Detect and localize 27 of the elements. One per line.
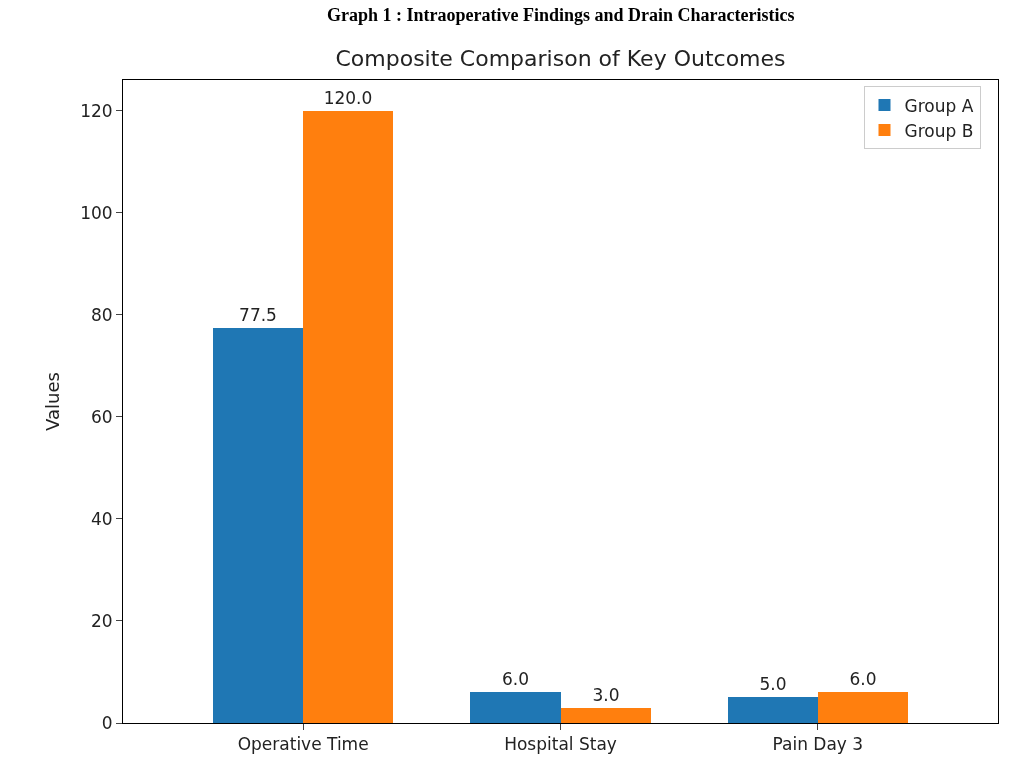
y-tick-label: 120 bbox=[80, 100, 113, 121]
text: 6.0 bbox=[849, 669, 877, 689]
y-axis-title: Values bbox=[42, 372, 64, 431]
bar bbox=[561, 708, 651, 723]
x-tick-label: Operative Time bbox=[237, 734, 369, 755]
x-tick-label: Hospital Stay bbox=[504, 734, 617, 755]
bar bbox=[213, 328, 303, 723]
text: 5.0 bbox=[759, 674, 787, 694]
x-tick-label: Pain Day 3 bbox=[772, 734, 864, 755]
text: 3.0 bbox=[592, 685, 620, 705]
bar bbox=[818, 692, 908, 723]
y-tick-label: 20 bbox=[90, 610, 113, 631]
y-tick-label: 100 bbox=[80, 202, 113, 223]
y-tick-label: 40 bbox=[90, 508, 113, 529]
chart-title: Composite Comparison of Key Outcomes bbox=[335, 45, 786, 71]
bar bbox=[303, 111, 393, 723]
caption: Graph 1 : Intraoperative Findings and Drain Characteristics bbox=[327, 5, 795, 25]
text: 120.0 bbox=[323, 88, 373, 108]
bar bbox=[470, 692, 561, 723]
legend-label: Group A bbox=[904, 95, 974, 116]
legend-label: Group B bbox=[904, 120, 974, 141]
text: 77.5 bbox=[239, 305, 277, 325]
y-tick-label: 80 bbox=[90, 304, 113, 325]
y-tick-label: 60 bbox=[90, 406, 113, 427]
y-tick-label: 0 bbox=[101, 712, 113, 733]
text: 6.0 bbox=[501, 669, 530, 689]
bar bbox=[728, 697, 818, 723]
